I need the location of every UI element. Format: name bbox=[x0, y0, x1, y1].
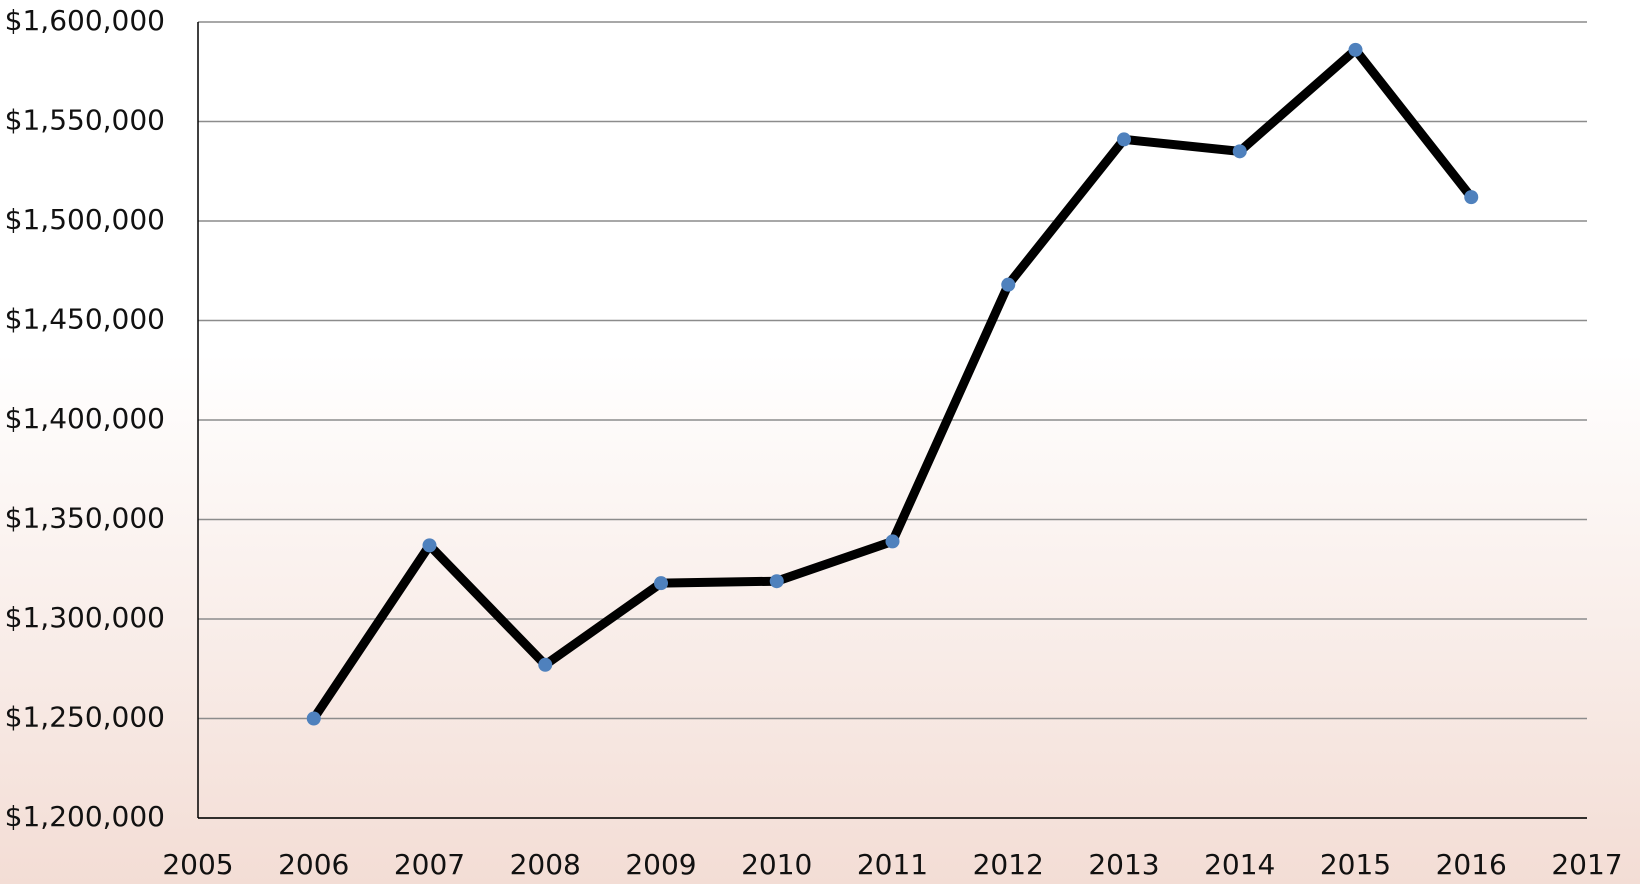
x-tick-label: 2011 bbox=[857, 848, 928, 881]
x-tick-label: 2014 bbox=[1204, 848, 1275, 881]
y-tick-label: $1,400,000 bbox=[5, 402, 165, 435]
x-tick-label: 2009 bbox=[625, 848, 696, 881]
point-marker bbox=[306, 711, 321, 726]
point-marker bbox=[538, 657, 553, 672]
x-tick-label: 2013 bbox=[1088, 848, 1159, 881]
x-tick-label: 2008 bbox=[510, 848, 581, 881]
x-tick-label: 2007 bbox=[394, 848, 465, 881]
y-tick-label: $1,600,000 bbox=[5, 4, 165, 37]
point-marker bbox=[885, 534, 900, 549]
point-marker bbox=[1232, 144, 1247, 159]
x-tick-label: 2017 bbox=[1551, 848, 1622, 881]
x-tick-label: 2006 bbox=[278, 848, 349, 881]
y-tick-label: $1,450,000 bbox=[5, 303, 165, 336]
point-marker bbox=[1001, 277, 1016, 292]
y-tick-label: $1,350,000 bbox=[5, 502, 165, 535]
point-marker bbox=[1348, 42, 1363, 57]
point-marker bbox=[1464, 190, 1479, 205]
point-marker bbox=[1117, 132, 1131, 147]
x-tick-label: 2005 bbox=[162, 848, 233, 881]
y-tick-label: $1,500,000 bbox=[5, 203, 165, 236]
y-tick-label: $1,300,000 bbox=[5, 601, 165, 634]
point-marker bbox=[654, 576, 668, 591]
y-tick-label: $1,250,000 bbox=[5, 701, 165, 734]
x-tick-label: 2016 bbox=[1436, 848, 1507, 881]
point-marker bbox=[422, 538, 437, 553]
point-marker bbox=[769, 574, 784, 589]
series-line bbox=[310, 45, 1475, 722]
x-tick-label: 2010 bbox=[741, 848, 812, 881]
y-tick-label: $1,200,000 bbox=[5, 800, 165, 833]
x-tick-label: 2012 bbox=[973, 848, 1044, 881]
x-tick-label: 2015 bbox=[1320, 848, 1391, 881]
y-tick-label: $1,550,000 bbox=[5, 104, 165, 137]
